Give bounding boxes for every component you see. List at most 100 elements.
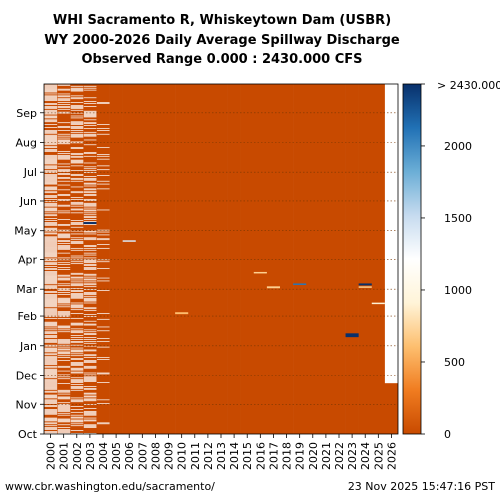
missing-day-2001 <box>57 352 71 354</box>
missing-day-2002 <box>70 127 84 128</box>
missing-day-2004 <box>96 188 110 190</box>
missing-day-2000 <box>44 175 58 176</box>
year-column-2017 <box>266 84 281 434</box>
missing-day-2001 <box>57 355 71 357</box>
missing-day-2000 <box>44 418 58 420</box>
missing-day-2001 <box>57 96 71 98</box>
missing-day-2004 <box>96 422 110 424</box>
y-tick-label-Jun: Jun <box>19 195 37 208</box>
missing-day-2000 <box>44 324 58 326</box>
missing-day-2001 <box>57 89 71 91</box>
missing-day-2002 <box>70 411 84 413</box>
colorbar-tick-label-500: 500 <box>444 356 465 369</box>
missing-day-2003 <box>83 207 97 209</box>
missing-day-2000 <box>44 228 58 230</box>
year-column-2006 <box>122 84 137 434</box>
missing-day-2004 <box>96 290 110 291</box>
missing-day-2000 <box>44 431 58 432</box>
missing-day-2000 <box>44 127 58 128</box>
missing-day-2002 <box>70 243 84 244</box>
missing-day-2004 <box>96 277 110 279</box>
missing-day-2002 <box>70 180 84 182</box>
missing-day-2002 <box>70 126 84 127</box>
missing-day-2003 <box>83 410 97 412</box>
missing-day-2000 <box>44 325 58 327</box>
missing-day-2000 <box>44 327 58 329</box>
missing-day-2001 <box>57 99 71 101</box>
x-tick-label-2016: 2016 <box>254 442 267 470</box>
x-tick-label-2021: 2021 <box>320 442 333 470</box>
missing-day-2000 <box>44 313 58 314</box>
missing-day-2003 <box>83 85 97 87</box>
x-axis: 2000 2001 2002 2003 2004 2005 2006 2007 2008 2009… <box>45 434 398 470</box>
missing-day-2003 <box>83 412 97 414</box>
missing-day-2002 <box>70 98 84 100</box>
missing-day-2002 <box>70 386 84 387</box>
missing-day-2000 <box>44 229 58 231</box>
missing-day-2001 <box>57 107 71 108</box>
x-tick-label-2022: 2022 <box>333 442 346 470</box>
missing-day-2000 <box>44 131 58 133</box>
missing-day-2000 <box>44 403 58 405</box>
missing-day-2002 <box>70 141 84 143</box>
missing-day-2001 <box>57 391 71 393</box>
missing-day-2000 <box>44 236 58 238</box>
missing-day-2003 <box>83 361 97 362</box>
missing-day-2002 <box>70 87 84 89</box>
missing-day-2001 <box>57 163 71 165</box>
missing-day-2004 <box>96 318 110 320</box>
missing-day-2000 <box>44 285 58 287</box>
missing-day-2003 <box>83 216 97 218</box>
missing-day-2000 <box>44 171 58 172</box>
missing-day-2003 <box>83 420 97 422</box>
missing-day-2000 <box>44 144 58 146</box>
missing-day-2001 <box>57 300 71 302</box>
missing-day-2002 <box>70 233 84 235</box>
y-tick-label-May: May <box>14 225 37 238</box>
missing-day-2003 <box>83 194 97 195</box>
missing-day-2003 <box>83 269 97 270</box>
missing-day-2001 <box>57 301 71 303</box>
y-tick-label-Feb: Feb <box>18 310 37 323</box>
missing-day-2003 <box>83 188 97 190</box>
missing-day-2001 <box>57 252 71 254</box>
missing-day-2001 <box>57 397 71 399</box>
missing-day-2002 <box>70 377 84 379</box>
year-column-2016 <box>253 84 268 434</box>
missing-day-2000 <box>44 243 58 244</box>
missing-day-2002 <box>70 177 84 179</box>
missing-day-2000 <box>44 337 58 338</box>
x-tick-label-2014: 2014 <box>228 442 241 470</box>
missing-day-2002 <box>70 161 84 163</box>
missing-day-2003 <box>83 424 97 426</box>
missing-day-2000 <box>44 168 58 170</box>
missing-day-2004 <box>96 423 110 425</box>
missing-day-2000 <box>44 170 58 172</box>
footer-url[interactable]: www.cbr.washington.edu/sacramento/ <box>5 480 215 493</box>
discharge-cell-2023 <box>345 333 359 338</box>
missing-day-2001 <box>57 139 71 141</box>
missing-day-2003 <box>83 112 97 114</box>
missing-day-2001 <box>57 278 71 280</box>
missing-day-2001 <box>57 127 71 128</box>
missing-day-2003 <box>83 185 97 187</box>
missing-day-2000 <box>44 87 58 89</box>
missing-day-2002 <box>70 107 84 109</box>
missing-day-2002 <box>70 201 84 203</box>
missing-day-2000 <box>44 120 58 122</box>
x-tick-label-2006: 2006 <box>123 442 136 470</box>
missing-day-2000 <box>44 423 58 425</box>
missing-day-2000 <box>44 191 58 193</box>
missing-day-2000 <box>44 363 58 364</box>
missing-day-2000 <box>44 276 58 278</box>
missing-data-2026 <box>384 84 398 384</box>
missing-day-2000 <box>44 347 58 349</box>
year-column-2008 <box>148 84 163 434</box>
missing-day-2001 <box>57 432 71 433</box>
missing-day-2000 <box>44 302 58 304</box>
missing-day-2002 <box>70 230 84 232</box>
x-tick-label-2011: 2011 <box>189 442 202 470</box>
missing-day-2003 <box>83 259 97 261</box>
missing-day-2001 <box>57 170 71 172</box>
missing-day-2002 <box>70 222 84 223</box>
